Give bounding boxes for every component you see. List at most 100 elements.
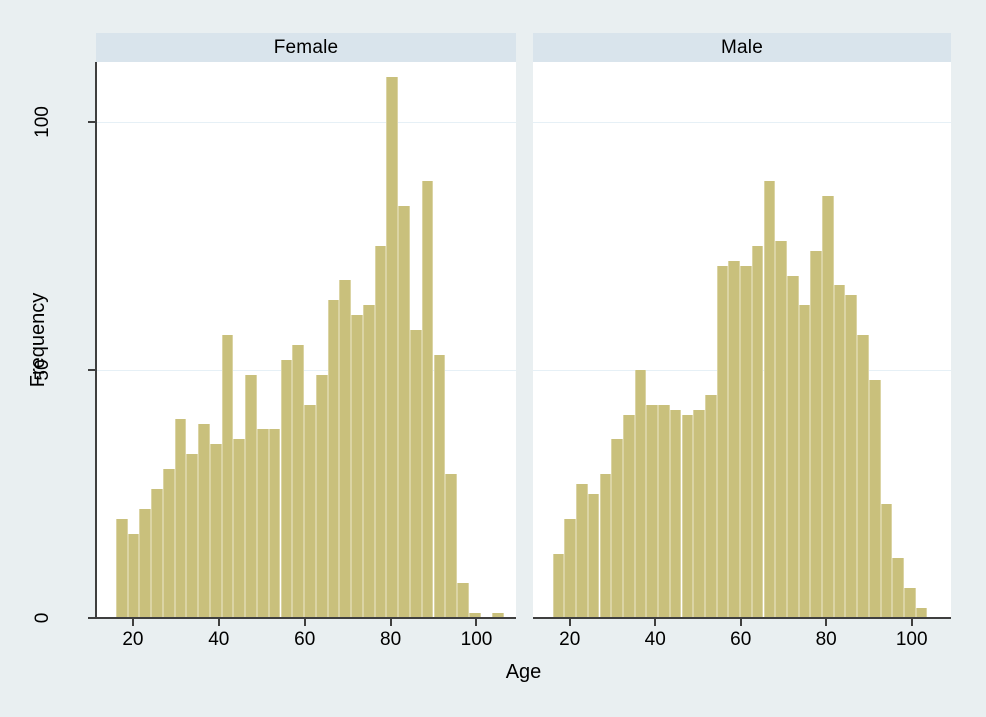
- histogram-bar: [386, 76, 399, 618]
- y-tick-label: 50: [32, 359, 53, 381]
- x-tick-mark: [389, 619, 392, 626]
- histogram-bar: [221, 335, 234, 618]
- histogram-bar: [681, 414, 694, 618]
- x-tick-label: 40: [208, 629, 230, 650]
- histogram-bar: [315, 374, 328, 618]
- histogram-bar: [693, 409, 705, 618]
- histogram-bar: [880, 503, 893, 618]
- histogram-bar: [775, 240, 787, 618]
- histogram-bar: [233, 439, 246, 618]
- x-tick-mark: [217, 619, 220, 626]
- x-tick-mark: [131, 619, 134, 626]
- x-tick-label: 40: [644, 629, 666, 650]
- histogram-bar: [810, 250, 822, 618]
- histogram-bar: [398, 206, 410, 618]
- histogram-bar: [339, 280, 352, 618]
- histogram-bar: [433, 354, 446, 618]
- histogram-bar: [327, 300, 340, 618]
- histogram-bar: [763, 181, 776, 618]
- y-tick-mark: [88, 120, 95, 123]
- histogram-bar: [904, 588, 916, 618]
- y-tick-mark: [88, 368, 95, 371]
- x-tick-label: 20: [122, 629, 144, 650]
- histogram-bar: [374, 245, 387, 618]
- histogram-bar: [139, 508, 152, 618]
- histogram-bar: [421, 181, 434, 618]
- histogram-bar: [351, 315, 363, 618]
- histogram-bar: [304, 404, 316, 618]
- x-axis-spine: [533, 617, 951, 619]
- histogram-bar: [740, 265, 752, 618]
- x-tick-mark: [654, 619, 657, 626]
- histogram-bar: [280, 359, 293, 618]
- plot-area-male: [533, 62, 951, 618]
- gridline-y100: [96, 121, 516, 123]
- x-tick-label: 100: [895, 629, 928, 650]
- histogram-bar: [833, 285, 846, 618]
- histogram-bar: [409, 330, 422, 618]
- histogram-bar: [728, 260, 740, 618]
- histogram-bar: [798, 305, 811, 618]
- x-tick-label: 80: [815, 629, 837, 650]
- panel-header-female: Female: [96, 33, 516, 62]
- x-axis-spine: [96, 617, 516, 619]
- histogram-bar: [915, 608, 928, 618]
- histogram-bar: [457, 583, 469, 618]
- histogram-bar: [587, 493, 600, 618]
- histogram-bar: [151, 488, 163, 618]
- histogram-bar: [751, 245, 764, 618]
- y-axis-spine: [95, 62, 97, 619]
- histogram-bar: [646, 404, 658, 618]
- histogram-bar: [127, 533, 140, 618]
- histogram-bar: [658, 404, 670, 618]
- histogram-bar: [445, 474, 457, 618]
- histogram-bar: [669, 409, 682, 618]
- panel-header-male: Male: [533, 33, 951, 62]
- x-tick-label: 60: [294, 629, 316, 650]
- y-tick-label: 0: [32, 612, 53, 624]
- x-tick-mark: [910, 619, 913, 626]
- histogram-bar: [576, 484, 588, 618]
- histogram-bar: [599, 474, 612, 618]
- histogram-bar: [174, 419, 187, 618]
- histogram-bar: [634, 369, 647, 618]
- histogram-bar: [209, 444, 222, 618]
- histogram-bar: [198, 424, 210, 618]
- histogram-bar: [186, 454, 199, 618]
- y-tick-mark: [88, 617, 95, 619]
- histogram-bar: [892, 558, 904, 618]
- x-tick-label: 60: [730, 629, 752, 650]
- x-axis-title: Age: [505, 661, 542, 683]
- histogram-bar: [257, 429, 269, 618]
- histogram-bar: [822, 196, 834, 618]
- x-tick-mark: [825, 619, 828, 626]
- plot-area-female: [96, 62, 516, 618]
- x-tick-mark: [303, 619, 306, 626]
- gridline-y50: [96, 369, 516, 371]
- histogram-bar: [292, 345, 305, 618]
- histogram-bar: [552, 553, 565, 618]
- x-tick-label: 100: [460, 629, 493, 650]
- x-tick-mark: [475, 619, 478, 626]
- histogram-bar: [468, 613, 481, 618]
- x-tick-label: 20: [559, 629, 581, 650]
- x-tick-label: 80: [380, 629, 402, 650]
- histogram-bar: [622, 414, 635, 618]
- histogram-bar: [704, 394, 717, 618]
- histogram-bar: [564, 518, 577, 618]
- histogram-bar: [492, 613, 505, 618]
- x-tick-mark: [568, 619, 571, 626]
- histogram-bar: [868, 379, 881, 618]
- histogram-bar: [115, 518, 128, 618]
- histogram-bar: [245, 374, 257, 618]
- histogram-bar: [716, 265, 729, 618]
- histogram-bar: [268, 429, 281, 618]
- gridline-y100: [533, 121, 951, 123]
- x-tick-mark: [739, 619, 742, 626]
- histogram-bar: [611, 439, 623, 618]
- histogram-bar: [845, 295, 858, 618]
- histogram-bar: [162, 469, 175, 618]
- histogram-bar: [857, 335, 869, 618]
- y-tick-label: 100: [32, 105, 53, 138]
